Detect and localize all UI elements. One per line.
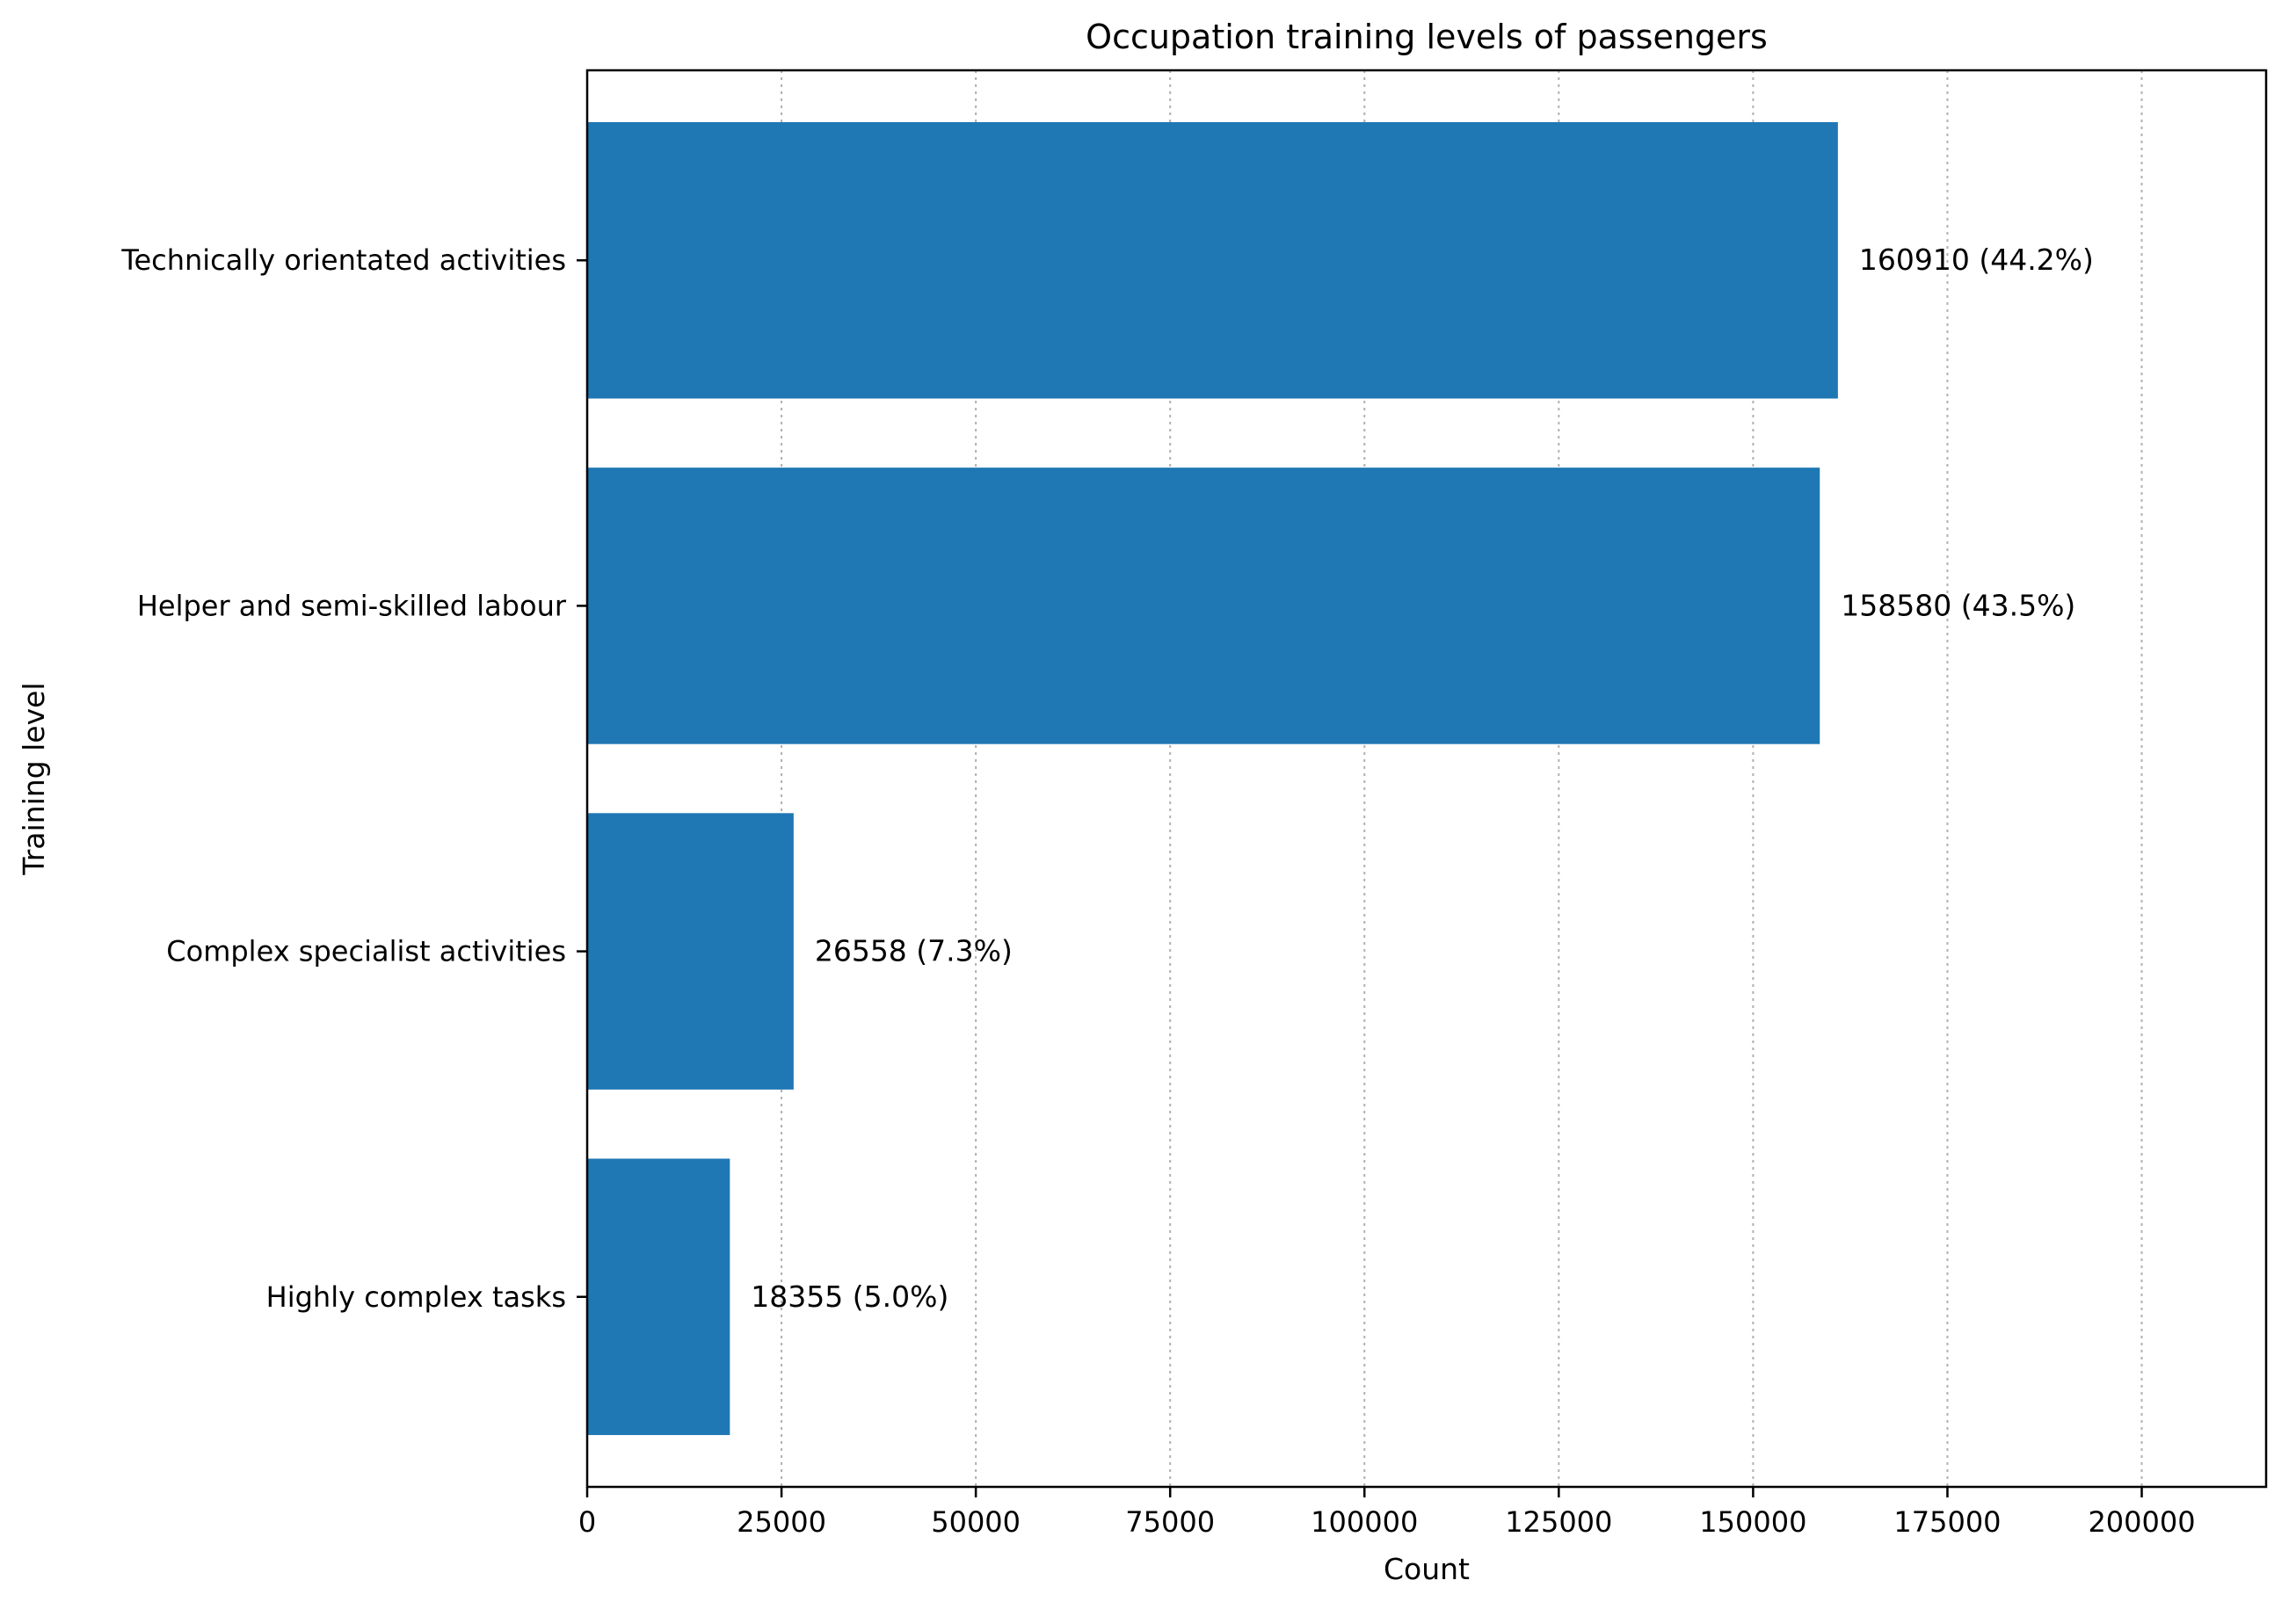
bar-data-label: 158580 (43.5%) xyxy=(1841,588,2075,622)
y-tick-label: Highly complex tasks xyxy=(266,1280,566,1314)
y-tick-label: Helper and semi-skilled labour xyxy=(137,589,567,622)
bar xyxy=(587,121,1838,399)
x-tick-label: 50000 xyxy=(931,1505,1021,1539)
x-tick-label: 100000 xyxy=(1311,1505,1418,1539)
x-tick-label: 200000 xyxy=(2088,1505,2195,1539)
y-tick-label: Technically orientated activities xyxy=(120,243,566,277)
x-tick-label: 75000 xyxy=(1125,1505,1215,1539)
bar xyxy=(587,468,1820,744)
x-tick-label: 150000 xyxy=(1699,1505,1806,1539)
data-label-layer: 160910 (44.2%) 158580 (43.5%) 26558 (7.3%)… xyxy=(751,243,2094,1314)
x-tick-label: 125000 xyxy=(1505,1505,1612,1539)
x-tick-label: 0 xyxy=(578,1505,596,1539)
bar-data-label: 26558 (7.3%) xyxy=(815,934,1013,968)
x-tick-label: 175000 xyxy=(1893,1505,2001,1539)
plot-frame xyxy=(585,69,2268,1489)
bar xyxy=(587,813,794,1090)
axis-layer: 0 25000 50000 75000 100000 125000 150000 175000… xyxy=(120,243,2195,1539)
bar xyxy=(587,1158,730,1436)
bar-layer xyxy=(587,121,1838,1436)
bar-data-label: 160910 (44.2%) xyxy=(1859,243,2094,277)
chart-title: Occupation training levels of passengers xyxy=(1086,18,1768,56)
x-axis-label: Count xyxy=(1384,1552,1470,1586)
x-tick-label: 25000 xyxy=(737,1505,826,1539)
y-tick-label: Complex specialist activities xyxy=(166,935,566,968)
y-axis-label: Training level xyxy=(17,682,51,875)
bar-data-label: 18355 (5.0%) xyxy=(751,1279,948,1314)
